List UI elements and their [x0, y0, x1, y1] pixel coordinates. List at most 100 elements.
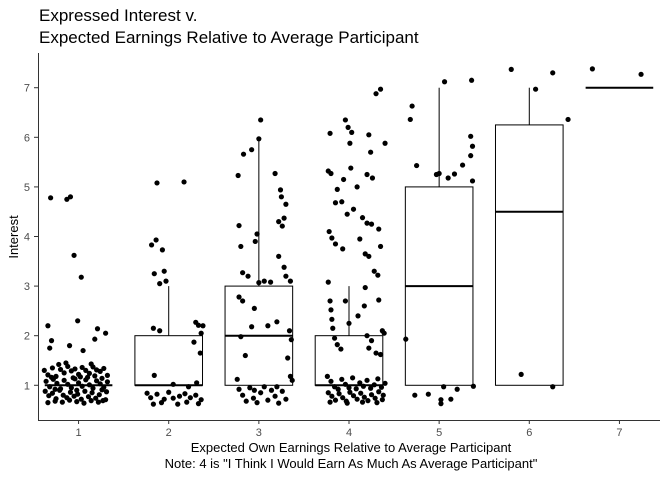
data-point	[75, 318, 81, 324]
data-point	[67, 389, 74, 395]
data-point	[350, 375, 356, 381]
data-point	[66, 343, 73, 349]
box-iqr	[134, 335, 204, 386]
data-point	[451, 171, 458, 177]
x-tick-label: 6	[526, 427, 532, 439]
data-point	[181, 179, 187, 185]
data-point	[327, 298, 333, 304]
data-point	[175, 401, 181, 407]
data-point	[163, 278, 169, 284]
x-tick-label: 1	[76, 427, 82, 439]
data-point	[359, 215, 366, 221]
data-point	[52, 386, 58, 392]
data-point	[329, 316, 335, 322]
y-tick-label: 3	[24, 281, 30, 293]
data-point	[52, 398, 58, 404]
data-point	[281, 264, 287, 270]
data-point	[340, 176, 347, 183]
data-point	[339, 199, 345, 205]
box-group-2	[134, 286, 204, 387]
data-point	[508, 66, 514, 72]
data-point	[277, 187, 284, 193]
data-point	[236, 222, 242, 229]
data-point	[42, 388, 48, 394]
y-tick-label: 4	[24, 232, 30, 244]
data-point	[261, 278, 267, 284]
data-point	[347, 140, 353, 146]
data-point	[151, 271, 157, 277]
data-point	[151, 372, 157, 378]
x-axis-title-line-1: Expected Own Earnings Relative to Averag…	[191, 440, 512, 455]
box-group-6	[494, 87, 564, 386]
data-point	[518, 371, 524, 377]
data-point	[376, 389, 382, 395]
data-point	[344, 211, 350, 217]
data-point	[252, 238, 258, 245]
x-tick-label: 3	[256, 427, 262, 439]
data-point	[265, 323, 271, 329]
data-point	[93, 378, 100, 384]
data-point	[86, 382, 92, 388]
data-point	[268, 387, 275, 393]
data-point	[234, 376, 240, 382]
data-point	[348, 165, 354, 171]
data-point	[366, 253, 372, 259]
title-line-2: Expected Earnings Relative to Average Pa…	[39, 28, 419, 47]
box-group-3	[224, 137, 294, 386]
data-point	[325, 390, 331, 396]
data-point	[86, 370, 92, 376]
data-point	[240, 392, 246, 398]
data-point	[339, 376, 345, 382]
data-point	[48, 195, 54, 201]
data-point	[412, 392, 418, 398]
data-point	[170, 381, 176, 387]
data-point	[250, 395, 257, 401]
data-point	[150, 401, 156, 407]
data-point	[47, 384, 53, 390]
data-point	[99, 375, 105, 381]
data-point	[238, 334, 244, 340]
x-tick-label: 5	[436, 427, 442, 439]
data-point	[49, 390, 56, 396]
box-group-4	[314, 286, 384, 387]
data-point	[79, 364, 85, 371]
data-point	[354, 184, 360, 190]
y-tick-label: 2	[24, 331, 30, 343]
data-points	[41, 66, 644, 407]
data-point	[342, 381, 348, 387]
data-point	[57, 387, 63, 393]
data-point	[170, 395, 176, 401]
data-point	[83, 367, 89, 374]
data-point	[197, 350, 203, 356]
y-tick-label: 6	[24, 132, 30, 144]
data-point	[48, 338, 55, 344]
data-point	[41, 367, 47, 374]
data-point	[325, 279, 331, 285]
data-point	[56, 361, 62, 368]
data-point	[256, 136, 262, 142]
data-point	[368, 338, 375, 344]
data-point	[235, 172, 241, 179]
data-point	[148, 395, 154, 401]
data-point	[376, 297, 382, 303]
data-point	[63, 360, 69, 366]
data-point	[285, 355, 291, 361]
data-point	[403, 336, 409, 342]
data-point	[414, 162, 420, 169]
data-point	[334, 342, 340, 348]
data-point	[75, 391, 81, 397]
data-point	[99, 387, 105, 393]
data-point	[289, 377, 295, 383]
data-point	[161, 396, 167, 402]
data-point	[357, 380, 363, 386]
data-point	[54, 380, 60, 386]
data-point	[377, 86, 384, 92]
data-point	[342, 298, 348, 304]
data-point	[80, 347, 86, 354]
data-point	[238, 243, 244, 250]
data-point	[327, 130, 333, 136]
data-point	[377, 243, 384, 250]
data-point	[368, 385, 374, 391]
data-point	[96, 392, 102, 398]
